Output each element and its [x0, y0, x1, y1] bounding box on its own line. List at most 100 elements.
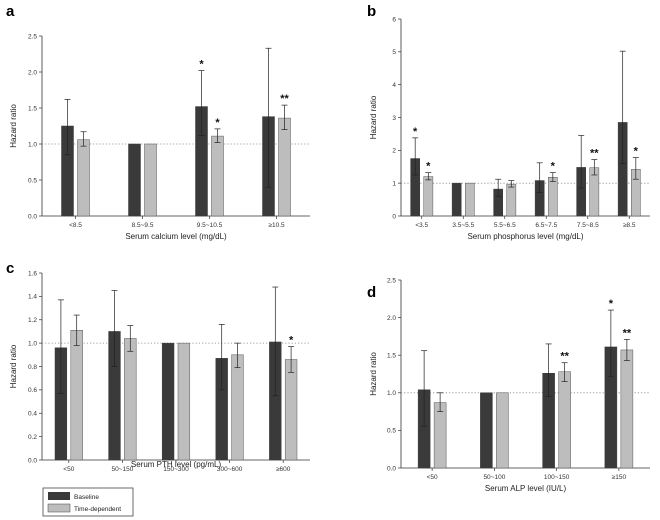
x-axis-label: Serum PTH level (pg/mL) — [131, 460, 222, 469]
significance-marker: * — [199, 59, 204, 71]
y-tick-label: 0.0 — [387, 465, 396, 472]
y-tick-label: 2 — [392, 148, 396, 155]
y-tick-label: 1.4 — [28, 294, 37, 301]
significance-marker: * — [609, 298, 614, 310]
x-tick-label: ≥600 — [276, 466, 291, 473]
y-tick-label: 2.0 — [28, 69, 37, 76]
bar-time-dependent — [423, 176, 434, 217]
x-tick-label: <3.5 — [415, 222, 428, 229]
x-tick-label: 300~600 — [217, 466, 243, 473]
x-tick-label: 8.5~9.5 — [132, 222, 154, 229]
x-tick-label: 7.5~8.5 — [577, 222, 599, 229]
x-axis-label: Serum phosphorus level (mg/dL) — [467, 232, 583, 241]
x-tick-label: 6.5~7.5 — [535, 222, 557, 229]
y-tick-label: 1.0 — [387, 390, 396, 397]
significance-marker: * — [634, 146, 639, 158]
y-tick-label: 2.0 — [387, 315, 396, 322]
bar-baseline — [480, 392, 493, 469]
panel-b: b 0 1 2 3 4 5 6 Hazard ratio Serum phosphorus lev… — [367, 3, 650, 241]
x-tick-label: <50 — [427, 474, 438, 481]
significance-marker: * — [426, 161, 431, 173]
significance-marker: * — [215, 117, 220, 129]
panel-c: c 0.0 0.2 0.4 0.6 0.8 1.0 1.2 1.4 1.6 Hazard ratio… — [6, 260, 310, 473]
y-tick-label: 2.5 — [28, 33, 37, 40]
y-tick-label: 1 — [392, 180, 396, 187]
bar-time-dependent — [77, 139, 90, 217]
x-tick-label: 50~150 — [111, 466, 133, 473]
bar-time-dependent — [496, 392, 509, 469]
y-tick-label: 1.5 — [28, 105, 37, 112]
legend-swatch-baseline — [48, 492, 70, 500]
bar-time-dependent — [465, 182, 475, 217]
bar-time-dependent — [278, 117, 291, 217]
y-tick-label: 0.0 — [28, 457, 37, 464]
panel-letter-d: d — [367, 284, 376, 301]
panel-letter-b: b — [367, 3, 376, 20]
x-axis-label: Serum calcium level (mg/dL) — [125, 232, 227, 241]
y-tick-label: 0.4 — [28, 411, 37, 418]
y-tick-label: 0.5 — [387, 428, 396, 435]
y-tick-label: 0.6 — [28, 387, 37, 394]
significance-marker: * — [551, 161, 556, 173]
y-axis-label: Hazard ratio — [9, 104, 18, 148]
y-tick-label: 1.0 — [28, 340, 37, 347]
significance-marker: * — [289, 335, 294, 347]
bar-baseline — [128, 143, 141, 217]
x-tick-label: 100~150 — [544, 474, 570, 481]
legend-swatch-time-dependent — [47, 503, 71, 513]
y-tick-label: 1.5 — [387, 353, 396, 360]
x-tick-label: 5.5~6.5 — [494, 222, 516, 229]
y-tick-label: 1.2 — [28, 317, 37, 324]
x-tick-label: 9.5~10.5 — [197, 222, 223, 229]
y-tick-label: 0.0 — [28, 213, 37, 220]
y-tick-label: 5 — [392, 49, 396, 56]
panel-letter-c: c — [6, 260, 14, 277]
x-axis-label: Serum ALP level (IU/L) — [485, 484, 567, 493]
y-tick-label: 4 — [392, 82, 396, 89]
legend-label-time-dependent: Time-dependent — [74, 506, 121, 513]
y-tick-label: 0.8 — [28, 364, 37, 371]
significance-marker: * — [413, 126, 418, 138]
x-tick-label: <8.5 — [69, 222, 82, 229]
bar-time-dependent — [144, 143, 157, 217]
y-tick-label: 0.2 — [28, 434, 37, 441]
x-tick-label: ≥10.5 — [268, 222, 285, 229]
significance-marker: ** — [590, 148, 599, 160]
y-tick-label: 0.5 — [28, 177, 37, 184]
x-tick-label: 50~100 — [483, 474, 505, 481]
bar-time-dependent — [620, 349, 634, 469]
bar-time-dependent — [506, 183, 517, 217]
panel-d: d 0.0 0.5 1.0 1.5 2.0 2.5 Hazard ratio Serum ALP… — [367, 277, 650, 493]
bar-time-dependent — [70, 330, 83, 461]
y-tick-label: 1.6 — [28, 270, 37, 277]
y-tick-label: 3 — [392, 115, 396, 122]
bar-time-dependent — [284, 359, 298, 461]
y-tick-label: 1.0 — [28, 141, 37, 148]
x-tick-label: ≥150 — [612, 474, 627, 481]
bar-time-dependent — [231, 354, 244, 461]
panel-letter-a: a — [6, 3, 15, 20]
bar-time-dependent — [211, 135, 224, 217]
y-tick-label: 6 — [392, 16, 396, 23]
bar-time-dependent — [124, 338, 137, 461]
significance-marker: ** — [280, 93, 289, 105]
x-tick-label: ≥8.5 — [623, 222, 636, 229]
significance-marker: ** — [623, 327, 632, 339]
significance-marker: ** — [560, 351, 569, 363]
bar-baseline — [161, 342, 175, 461]
y-axis-label: Hazard ratio — [369, 352, 378, 396]
y-tick-label: 2.5 — [387, 277, 396, 284]
bar-time-dependent — [177, 342, 191, 461]
y-tick-label: 0 — [392, 213, 396, 220]
bar-time-dependent — [433, 402, 447, 469]
bar-time-dependent — [558, 371, 571, 469]
legend-label-baseline: Baseline — [74, 494, 99, 501]
bar-baseline — [451, 182, 462, 217]
x-tick-label: 3.5~5.5 — [452, 222, 474, 229]
panel-a: a 0.0 0.5 1.0 1.5 2.0 2.5 Hazard ratio Serum cal… — [6, 3, 310, 241]
x-tick-label: 150~300 — [163, 466, 189, 473]
x-tick-label: <50 — [63, 466, 74, 473]
bar-time-dependent — [548, 177, 558, 217]
y-axis-label: Hazard ratio — [9, 344, 18, 388]
